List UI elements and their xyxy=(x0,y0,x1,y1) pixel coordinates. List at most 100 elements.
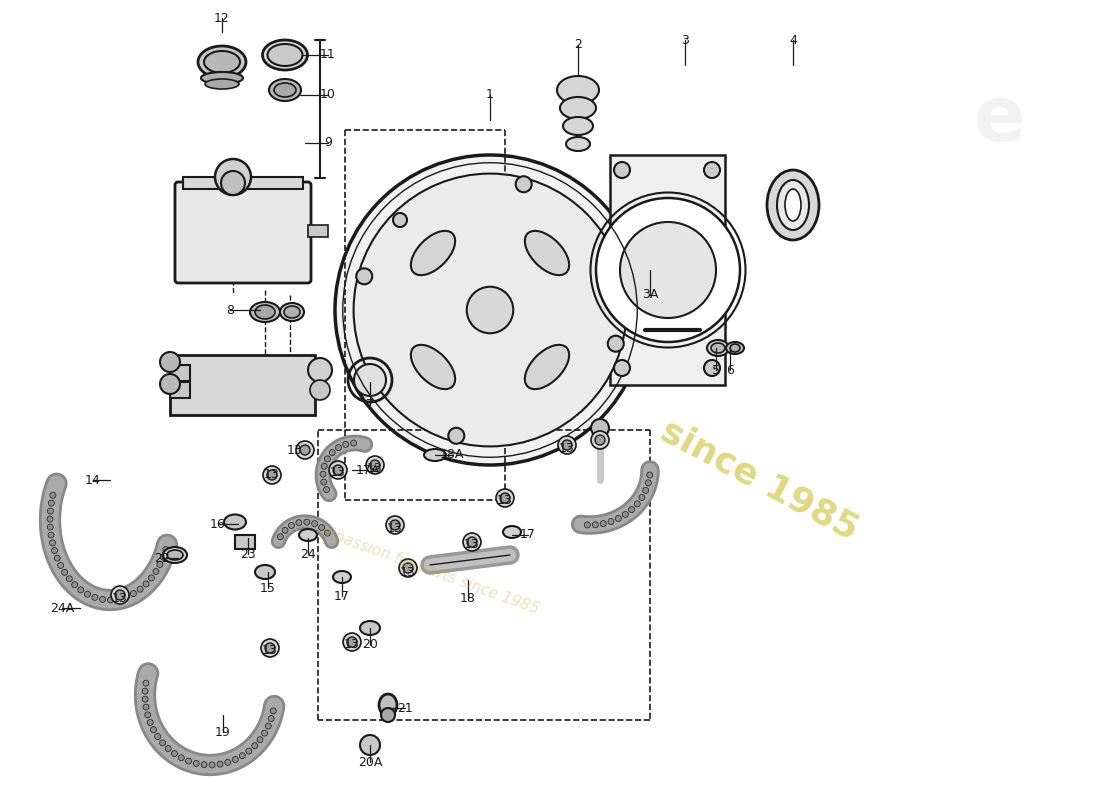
Text: 11: 11 xyxy=(320,49,336,62)
Circle shape xyxy=(142,696,148,702)
Circle shape xyxy=(261,639,279,657)
Circle shape xyxy=(593,522,598,528)
Text: since 1985: since 1985 xyxy=(656,414,865,546)
Circle shape xyxy=(308,358,332,382)
Circle shape xyxy=(324,456,330,462)
Ellipse shape xyxy=(411,345,455,389)
Circle shape xyxy=(353,174,626,446)
Circle shape xyxy=(356,268,372,284)
Circle shape xyxy=(386,516,404,534)
Circle shape xyxy=(232,757,239,762)
Circle shape xyxy=(390,520,400,530)
Circle shape xyxy=(48,500,54,506)
Circle shape xyxy=(72,582,78,588)
Circle shape xyxy=(468,537,477,547)
Bar xyxy=(183,177,303,189)
Circle shape xyxy=(92,594,98,600)
Ellipse shape xyxy=(525,231,569,275)
Text: e: e xyxy=(975,83,1026,157)
Circle shape xyxy=(161,554,166,560)
Circle shape xyxy=(138,586,143,592)
Ellipse shape xyxy=(711,343,725,353)
Circle shape xyxy=(148,575,154,581)
Circle shape xyxy=(304,519,310,525)
Circle shape xyxy=(160,740,166,746)
Circle shape xyxy=(620,222,716,318)
Circle shape xyxy=(172,750,177,757)
Text: 13: 13 xyxy=(344,638,360,651)
Bar xyxy=(308,225,328,237)
Circle shape xyxy=(157,562,163,567)
Ellipse shape xyxy=(730,344,740,352)
Circle shape xyxy=(194,761,199,766)
Circle shape xyxy=(153,568,159,574)
Ellipse shape xyxy=(333,571,351,583)
Ellipse shape xyxy=(270,79,301,101)
Text: 13: 13 xyxy=(400,566,416,578)
Text: 13: 13 xyxy=(367,462,383,474)
Ellipse shape xyxy=(167,550,183,560)
Circle shape xyxy=(463,533,481,551)
Ellipse shape xyxy=(284,306,300,318)
Ellipse shape xyxy=(777,180,808,230)
Circle shape xyxy=(591,431,609,449)
Ellipse shape xyxy=(163,547,187,563)
Text: 17: 17 xyxy=(520,529,536,542)
Text: 18A: 18A xyxy=(440,449,464,462)
Circle shape xyxy=(310,380,330,400)
Circle shape xyxy=(343,442,349,447)
Text: 8: 8 xyxy=(226,303,234,317)
Ellipse shape xyxy=(255,565,275,579)
Text: 9: 9 xyxy=(324,137,332,150)
Circle shape xyxy=(209,762,216,768)
Text: 23: 23 xyxy=(240,547,256,561)
Ellipse shape xyxy=(250,302,280,322)
Circle shape xyxy=(642,487,649,494)
Text: 3A: 3A xyxy=(641,289,658,302)
Circle shape xyxy=(647,472,652,478)
Text: 3: 3 xyxy=(681,34,689,46)
Circle shape xyxy=(50,540,55,546)
Ellipse shape xyxy=(201,72,243,84)
Circle shape xyxy=(143,581,150,587)
Circle shape xyxy=(320,471,326,477)
Circle shape xyxy=(116,590,125,600)
Bar xyxy=(170,355,315,415)
Circle shape xyxy=(178,754,185,761)
Ellipse shape xyxy=(525,345,569,389)
Circle shape xyxy=(329,461,346,479)
Text: 15: 15 xyxy=(260,582,276,594)
Circle shape xyxy=(217,761,223,767)
Circle shape xyxy=(614,360,630,376)
Circle shape xyxy=(85,591,90,597)
Ellipse shape xyxy=(360,621,379,635)
Text: 17A: 17A xyxy=(355,463,381,477)
Circle shape xyxy=(324,530,330,536)
Circle shape xyxy=(449,428,464,444)
Circle shape xyxy=(370,460,379,470)
Circle shape xyxy=(143,704,148,710)
Text: 13: 13 xyxy=(262,643,278,657)
Text: 13: 13 xyxy=(287,443,303,457)
Circle shape xyxy=(288,522,295,529)
Circle shape xyxy=(66,576,73,582)
Text: 13: 13 xyxy=(330,466,345,478)
Circle shape xyxy=(108,597,113,603)
Circle shape xyxy=(186,758,191,764)
Circle shape xyxy=(500,493,510,503)
Ellipse shape xyxy=(557,76,600,104)
Circle shape xyxy=(52,548,57,554)
Circle shape xyxy=(240,753,245,758)
Text: 18: 18 xyxy=(460,591,476,605)
Circle shape xyxy=(100,596,106,602)
Circle shape xyxy=(704,360,720,376)
Circle shape xyxy=(336,445,341,450)
Circle shape xyxy=(221,171,245,195)
Circle shape xyxy=(336,155,645,465)
Text: 16: 16 xyxy=(210,518,225,530)
Circle shape xyxy=(311,521,318,526)
Circle shape xyxy=(160,374,180,394)
Circle shape xyxy=(623,511,628,518)
FancyBboxPatch shape xyxy=(175,182,311,283)
Circle shape xyxy=(47,516,53,522)
